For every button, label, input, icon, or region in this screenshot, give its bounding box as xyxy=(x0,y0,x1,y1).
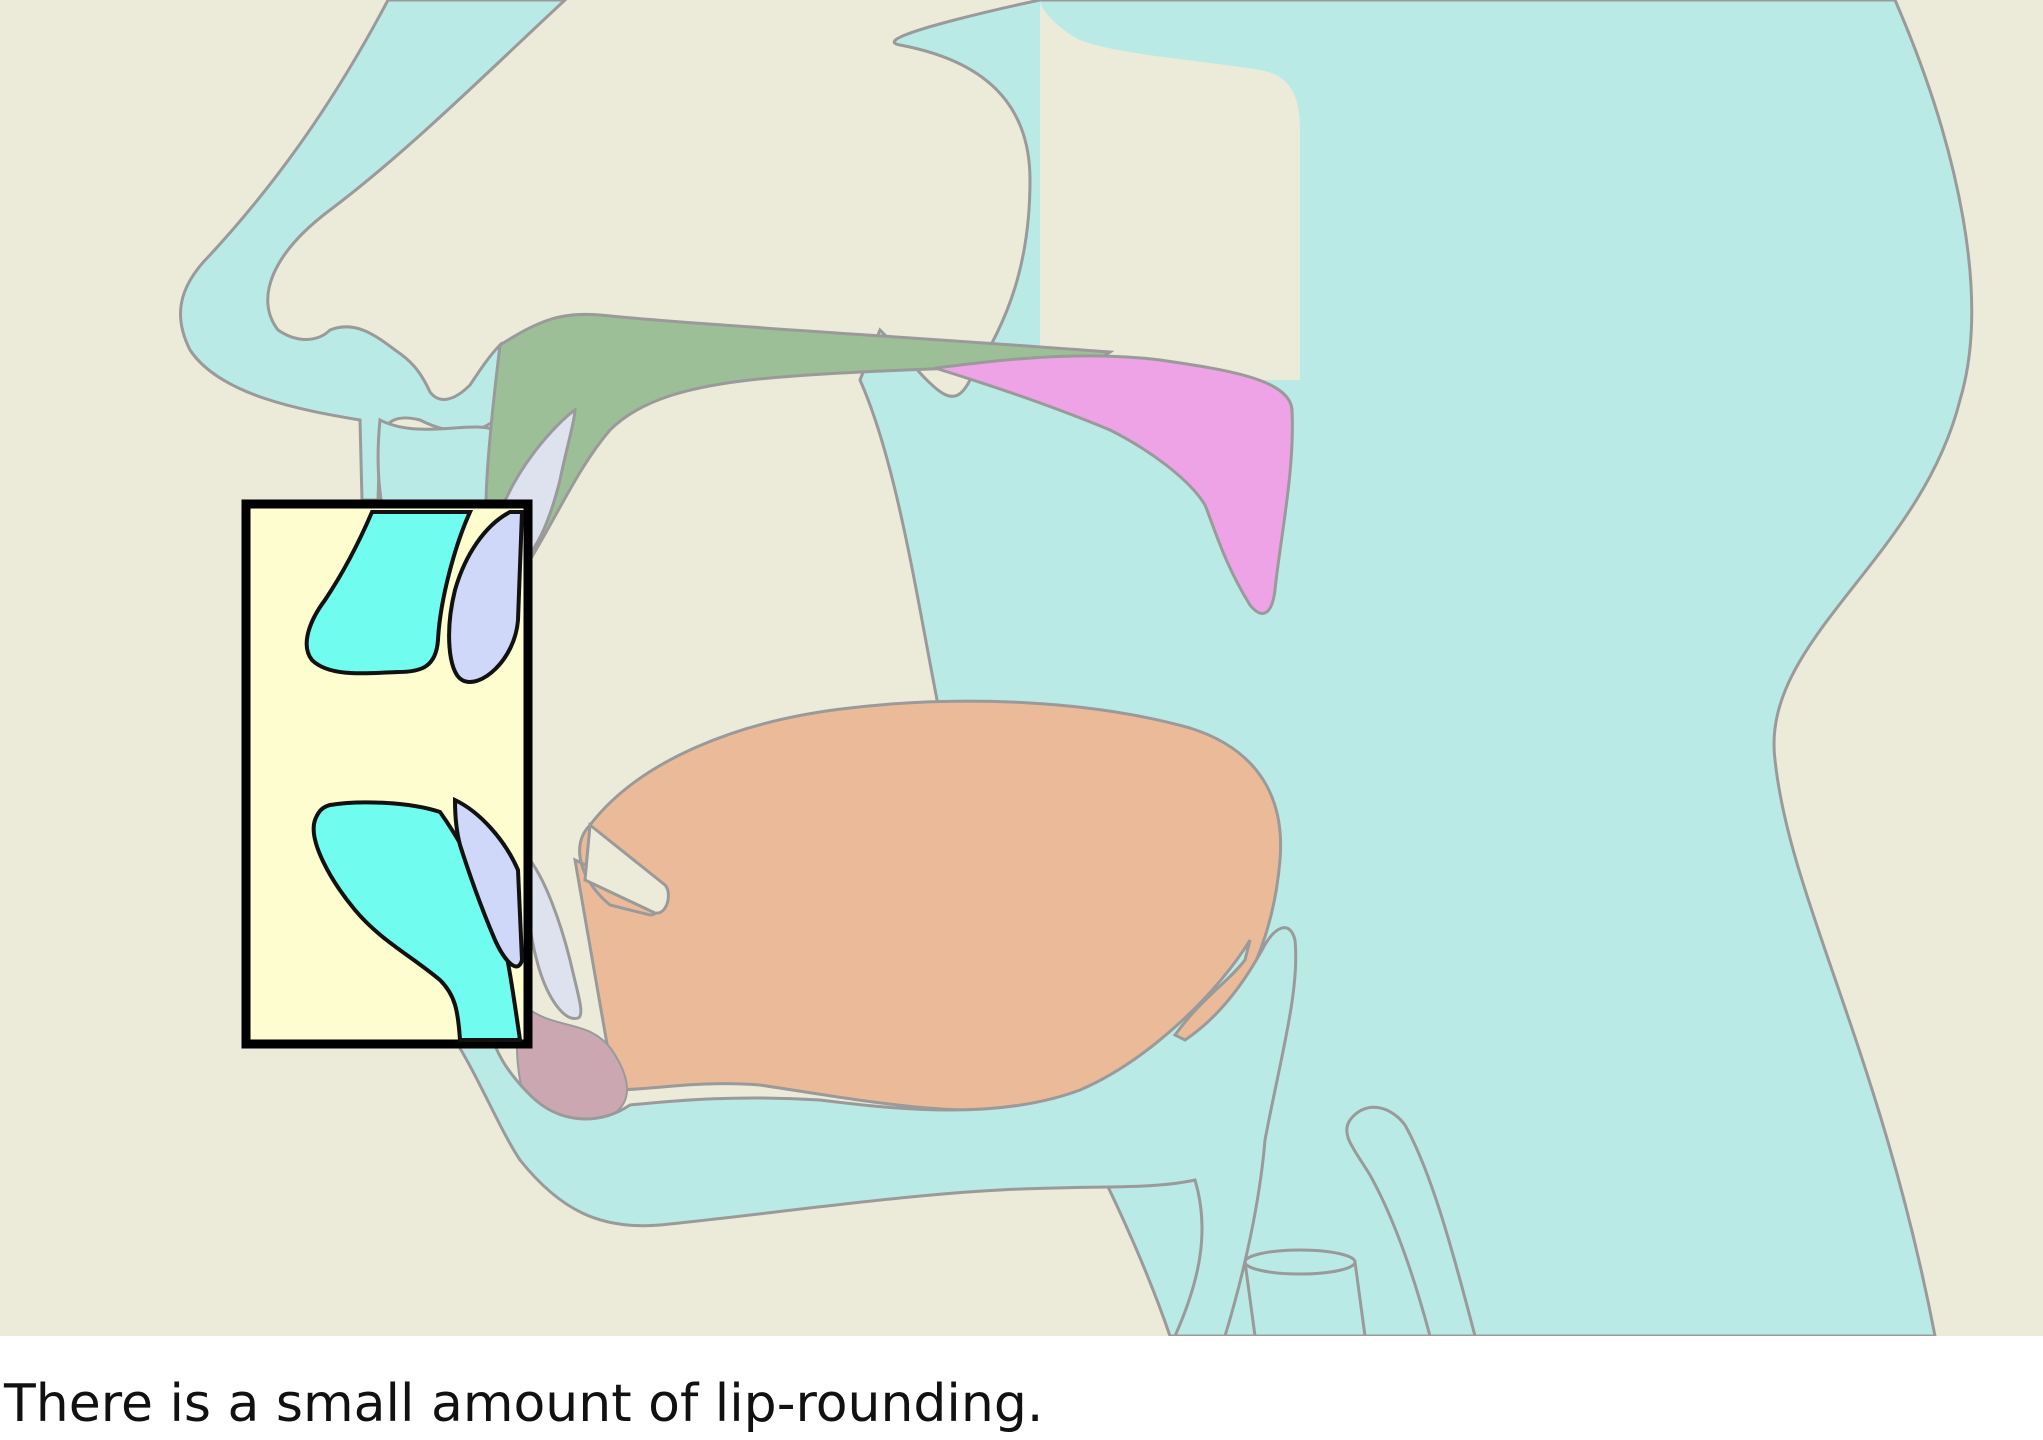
inset-lower-incisor xyxy=(452,796,525,969)
figure-caption: There is a small amount of lip-rounding. xyxy=(4,1374,1044,1434)
vocal-tract-diagram xyxy=(0,0,2043,1336)
velum xyxy=(934,354,1294,615)
sublingual-gap xyxy=(583,822,670,915)
lip-rounding-inset xyxy=(241,499,533,1049)
jaw-and-chin xyxy=(452,926,1298,1336)
nose-tissue xyxy=(179,0,568,502)
epiglottis xyxy=(1345,1105,1477,1336)
trachea-wall xyxy=(1243,1261,1367,1336)
forehead-tissue xyxy=(1040,0,1300,380)
inset-upper-lip xyxy=(304,510,474,676)
inset-upper-incisor xyxy=(447,510,525,684)
